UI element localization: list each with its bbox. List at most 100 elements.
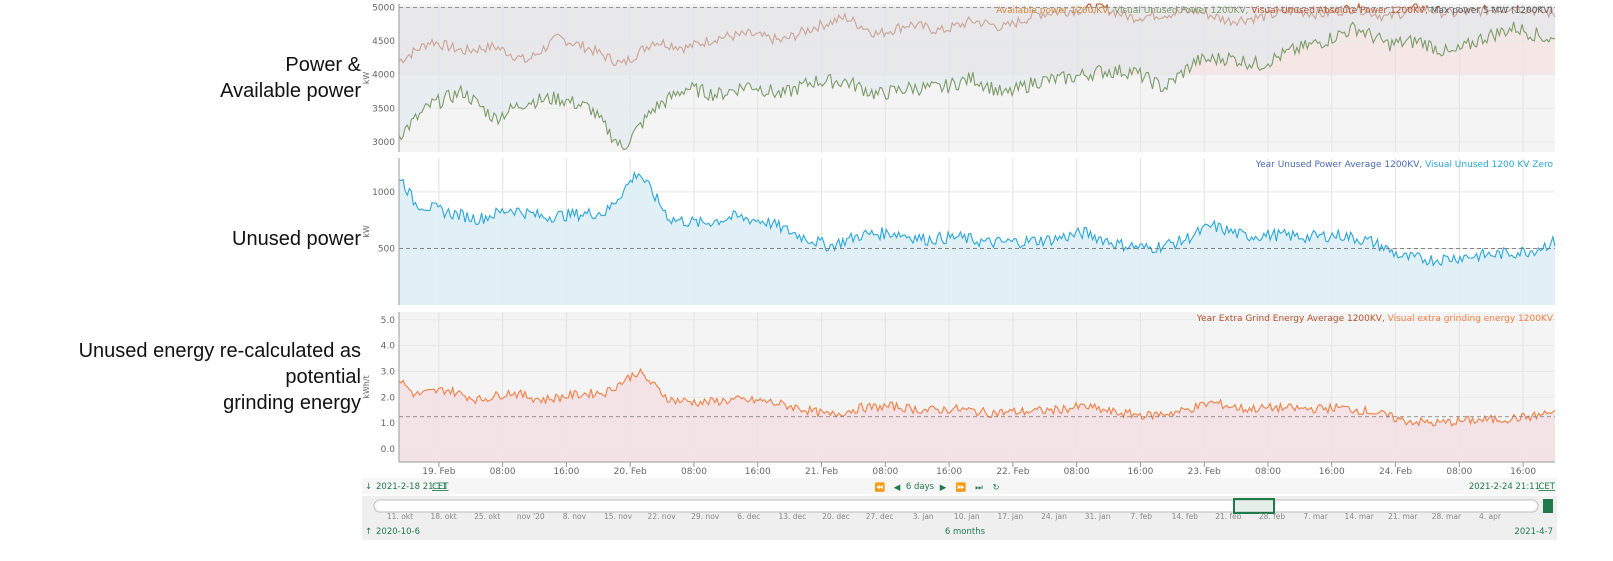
x-tick-label: 16:00 — [745, 467, 771, 477]
series-line-visual-unused-power-1200kv — [398, 21, 1556, 151]
y-axis-title: kWh/t — [362, 375, 371, 398]
overview-month-tick: 20. dec — [822, 512, 850, 521]
start-date-label: 2021-2-18 21:11 — [376, 482, 447, 492]
x-tick-label: 08:00 — [1064, 467, 1090, 477]
overview-month-tick: 21. feb — [1215, 512, 1242, 521]
start-arrow-icon[interactable]: ↓ — [365, 482, 372, 492]
legend-entry[interactable]: Year Unused Power Average 1200KV, — [1255, 160, 1425, 170]
overview-month-tick: 28. feb — [1259, 512, 1286, 521]
overview-selection-window[interactable] — [1233, 498, 1275, 514]
unused-power-row-label: Unused power — [232, 228, 361, 250]
power-row-label: Power & Available power — [220, 52, 361, 104]
overview-month-tick: 14. mar — [1345, 512, 1375, 521]
y-tick-label: 4.0 — [381, 342, 396, 352]
x-tick-label: 08:00 — [681, 467, 707, 477]
navigator-bar — [362, 478, 1557, 494]
overview-month-tick: 25. okt — [474, 512, 500, 521]
fast-back-icon[interactable]: ⏪ — [875, 482, 886, 493]
legend-entry[interactable]: Visual Unused Absolute Power 1200KV, — [1251, 6, 1430, 16]
y-tick-label: 0.0 — [381, 445, 396, 455]
end-tz-link[interactable]: CET — [1539, 482, 1556, 492]
energy-label-line-1: Unused energy re-calculated as potential — [78, 340, 361, 388]
chart-legend: Available power 1200 KV, Visual Unused P… — [996, 6, 1553, 16]
y-tick-label: 2.0 — [381, 393, 396, 403]
span-label[interactable]: 6 days — [906, 482, 935, 492]
legend-entry[interactable]: Year Extra Grind Energy Average 1200KV, — [1196, 314, 1388, 324]
overview-month-tick: 24. jan — [1041, 512, 1067, 521]
overview-track[interactable] — [373, 499, 1539, 513]
legend-entry[interactable]: Visual extra grinding energy 1200KV — [1388, 314, 1554, 324]
overview-month-tick: 6. dec — [737, 512, 760, 521]
y-tick-label: 5.0 — [381, 316, 396, 326]
y-tick-label: 4000 — [372, 71, 395, 81]
y-tick-label: 3500 — [372, 104, 395, 114]
overview-month-tick: nov '20 — [517, 512, 545, 521]
refresh-icon[interactable]: ↻ — [992, 483, 999, 493]
overview-month-tick: 14. feb — [1172, 512, 1199, 521]
x-tick-label: 22. Feb — [996, 467, 1029, 477]
overview-month-tick: 31. jan — [1085, 512, 1111, 521]
x-tick-label: 20. Feb — [614, 467, 647, 477]
legend-entry[interactable]: Visual Unused 1200 KV Zero — [1425, 160, 1553, 170]
x-tick-label: 16:00 — [1319, 467, 1345, 477]
step-back-icon[interactable]: ◀ — [894, 483, 901, 493]
x-tick-label: 24. Feb — [1379, 467, 1412, 477]
legend-entry[interactable]: Visual Unused Power 1200KV, — [1114, 6, 1251, 16]
overview-month-tick: 3. jan — [913, 512, 934, 521]
overview-start-label: 2020-10-6 — [376, 527, 420, 537]
x-tick-label: 08:00 — [872, 467, 898, 477]
chart-legend: Year Unused Power Average 1200KV, Visual… — [1255, 160, 1554, 170]
overview-month-tick: 11. okt — [387, 512, 413, 521]
overview-month-tick: 7. mar — [1303, 512, 1328, 521]
energy-row-label: Unused energy re-calculated as potential… — [0, 338, 361, 416]
legend-entry[interactable]: Available power 1200 KV, — [996, 6, 1114, 16]
x-tick-label: 08:00 — [490, 467, 516, 477]
overview-month-tick: 21. mar — [1388, 512, 1418, 521]
overview-month-tick: 4. apr — [1479, 512, 1502, 521]
x-tick-label: 21. Feb — [805, 467, 838, 477]
y-tick-label: 500 — [378, 244, 395, 254]
step-forward-icon[interactable]: ▶ — [940, 483, 947, 493]
x-tick-label: 19. Feb — [422, 467, 455, 477]
series-line-visual-unused-1200-kv-zero — [398, 170, 1556, 267]
x-tick-label: 16:00 — [1510, 467, 1536, 477]
x-tick-label: 08:00 — [1446, 467, 1472, 477]
y-axis-title: kW — [362, 72, 371, 85]
overview-month-tick: 28. mar — [1432, 512, 1462, 521]
chart-legend: Year Extra Grind Energy Average 1200KV, … — [1196, 314, 1554, 324]
overview-expand-icon[interactable] — [1543, 499, 1553, 513]
overview-month-tick: 13. dec — [778, 512, 806, 521]
overview-span-label[interactable]: 6 months — [945, 527, 986, 537]
series-area-fill — [399, 172, 1555, 305]
overview-month-tick: 17. jan — [998, 512, 1024, 521]
x-tick-label: 16:00 — [936, 467, 962, 477]
overview-month-tick: 10. jan — [954, 512, 980, 521]
x-tick-label: 08:00 — [1255, 467, 1281, 477]
overview-month-tick: 22. nov — [648, 512, 677, 521]
series-area-fill — [399, 7, 1555, 150]
overview-month-tick: 15. nov — [604, 512, 633, 521]
series-line-visual-extra-grinding-energy-1200kv — [398, 367, 1556, 427]
y-tick-label: 4500 — [372, 37, 395, 47]
y-tick-label: 3.0 — [381, 367, 396, 377]
x-tick-label: 16:00 — [553, 467, 579, 477]
power-label-line-2: Available power — [220, 80, 361, 102]
y-tick-label: 3000 — [372, 138, 395, 148]
overview-end-label: 2021-4-7 — [1514, 527, 1553, 537]
y-tick-label: 5000 — [372, 3, 395, 13]
x-tick-label: 23. Feb — [1188, 467, 1221, 477]
skip-end-icon[interactable]: ⏭ — [975, 483, 983, 493]
legend-entry[interactable]: Max power 5 MW (1200KV) — [1431, 6, 1553, 16]
fast-forward-icon[interactable]: ⏩ — [956, 482, 967, 493]
overview-month-tick: 27. dec — [866, 512, 894, 521]
end-date-label: 2021-2-24 21:11 — [1469, 482, 1540, 492]
overview-month-tick: 29. nov — [691, 512, 720, 521]
y-tick-label: 1.0 — [381, 419, 396, 429]
overview-month-tick: 18. okt — [431, 512, 457, 521]
start-tz-link[interactable]: CET — [432, 482, 449, 492]
overview-month-tick: 8. nov — [563, 512, 587, 521]
overview-start-arrow-icon[interactable]: ↑ — [365, 527, 372, 537]
energy-label-line-2: grinding energy — [223, 392, 361, 414]
power-label-line-1: Power & — [285, 54, 361, 76]
y-axis-title: kW — [362, 225, 371, 238]
